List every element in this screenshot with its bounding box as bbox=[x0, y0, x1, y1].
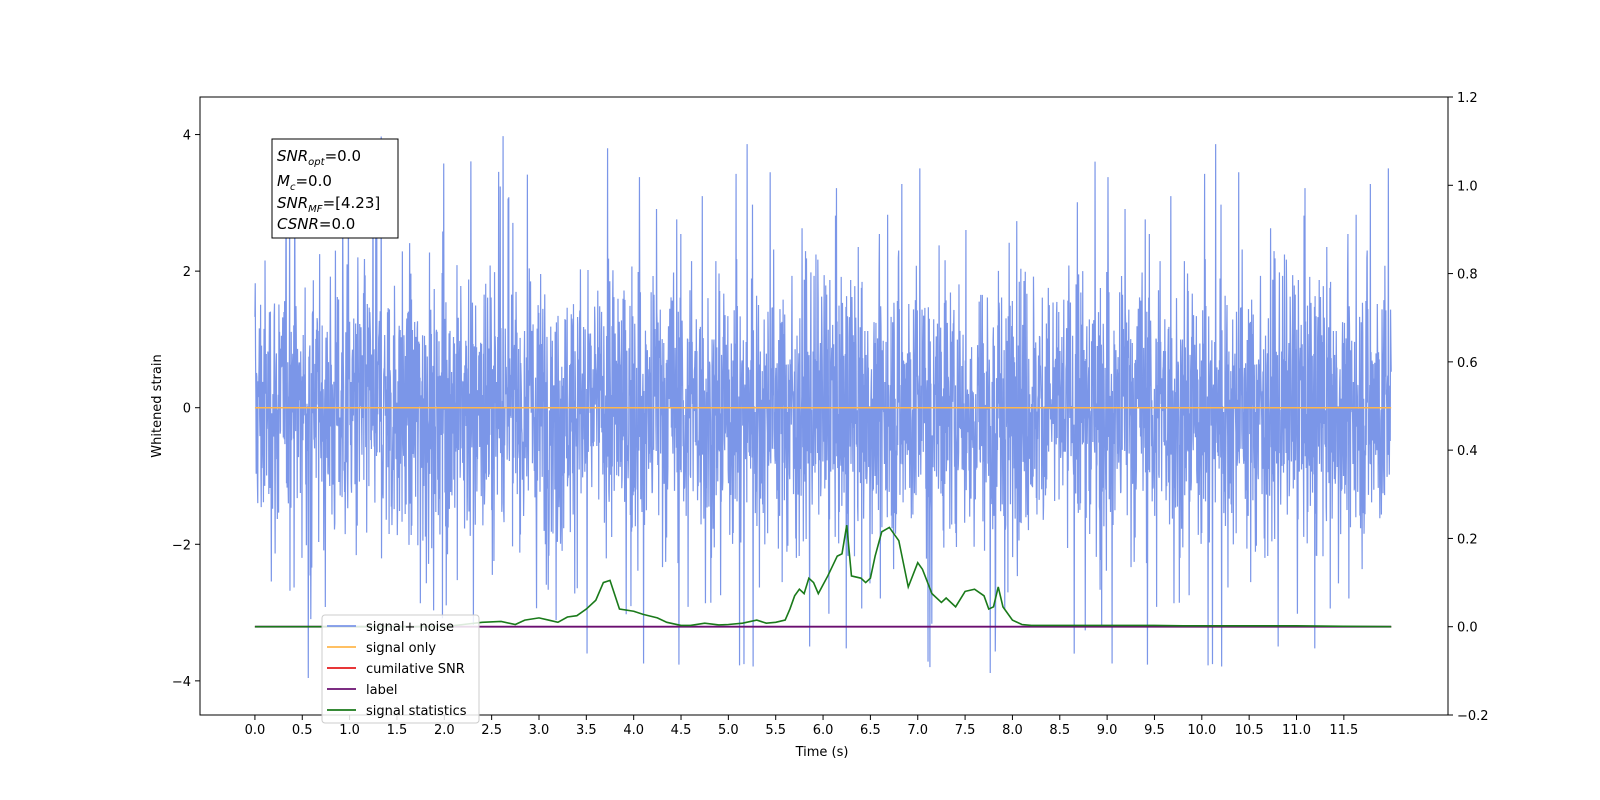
legend-frame bbox=[321, 614, 480, 724]
annotation-line: SNRMF=[4.23] bbox=[277, 194, 380, 215]
x-tick-label: 10.5 bbox=[1235, 723, 1264, 738]
annotation-value: =0.0 bbox=[295, 172, 331, 190]
x-tick-label: 7.0 bbox=[907, 723, 928, 738]
annotation-frame bbox=[271, 138, 399, 239]
plot-area bbox=[254, 136, 1392, 678]
x-tick-label: 11.0 bbox=[1282, 723, 1311, 738]
annotation-line: SNRopt=0.0 bbox=[277, 147, 361, 168]
annotation-value: =0.0 bbox=[319, 215, 355, 233]
y-axis-right: 1.2 1.0 0.8 0.6 0.4 0.2 0.0 −0.2 bbox=[1448, 91, 1489, 724]
x-tick-label: 2.5 bbox=[481, 723, 502, 738]
series-signal-statistics bbox=[254, 525, 1392, 628]
x-tick-label: 4.5 bbox=[671, 723, 692, 738]
annotation-value: =0.0 bbox=[325, 147, 361, 165]
y-tick-label: 0 bbox=[183, 402, 191, 417]
annotation-subscript: opt bbox=[308, 157, 325, 168]
x-tick-label: 3.5 bbox=[576, 723, 597, 738]
y-tick-label: 2 bbox=[183, 265, 191, 280]
annotation-symbol: CSNR bbox=[277, 215, 319, 233]
y-tick-label: 4 bbox=[183, 129, 191, 144]
x-tick-label: 8.0 bbox=[1002, 723, 1023, 738]
annotation-line: Mc=0.0 bbox=[277, 172, 332, 193]
y2-tick-label: 0.4 bbox=[1457, 444, 1478, 459]
y2-tick-label: 0.8 bbox=[1457, 268, 1478, 283]
y2-tick-label: 0.2 bbox=[1457, 532, 1478, 547]
legend-entry-label: signal statistics bbox=[366, 704, 467, 719]
plot-frame bbox=[199, 96, 1449, 716]
y2-tick-label: 0.6 bbox=[1457, 356, 1478, 371]
legend: signal+ noise signal only cumilative SNR la… bbox=[321, 614, 480, 724]
x-tick-label: 9.0 bbox=[1097, 723, 1118, 738]
annotation-line: CSNR=0.0 bbox=[277, 215, 355, 233]
x-tick-label: 0.5 bbox=[292, 723, 313, 738]
y-axis-left: 4 2 0 −2 −4 bbox=[172, 129, 200, 690]
y2-tick-label: 1.0 bbox=[1457, 179, 1478, 194]
y2-tick-label: 0.0 bbox=[1457, 621, 1478, 636]
y2-tick-label: 1.2 bbox=[1457, 91, 1478, 106]
annotation-subscript: MF bbox=[308, 204, 323, 215]
legend-entry-label: signal+ noise bbox=[366, 620, 454, 635]
x-tick-label: 7.5 bbox=[955, 723, 976, 738]
y-tick-label: −2 bbox=[172, 538, 191, 553]
annotation-subscript: c bbox=[290, 182, 296, 193]
y-axis-label: Whitened strain bbox=[150, 354, 165, 457]
legend-entry-label: cumilative SNR bbox=[366, 662, 465, 677]
x-tick-label: 6.5 bbox=[860, 723, 881, 738]
x-tick-label: 0.0 bbox=[245, 723, 266, 738]
x-axis-label: Time (s) bbox=[795, 745, 849, 760]
x-tick-label: 4.0 bbox=[623, 723, 644, 738]
x-tick-label: 5.0 bbox=[718, 723, 739, 738]
x-tick-label: 1.0 bbox=[339, 723, 360, 738]
x-tick-label: 6.0 bbox=[813, 723, 834, 738]
x-tick-label: 9.5 bbox=[1144, 723, 1165, 738]
x-tick-label: 2.0 bbox=[434, 723, 455, 738]
annotation-value: =[4.23] bbox=[323, 194, 381, 212]
annotation-symbol: SNR bbox=[277, 147, 308, 165]
x-tick-label: 10.0 bbox=[1187, 723, 1216, 738]
y-tick-label: −4 bbox=[172, 675, 191, 690]
x-axis: 0.0 0.5 1.0 1.5 2.0 2.5 3.0 3.5 4.0 4.5 5.0 5.5 6.0 6… bbox=[245, 715, 1358, 738]
x-tick-label: 1.5 bbox=[387, 723, 408, 738]
legend-entry-label: signal only bbox=[366, 641, 436, 656]
x-tick-label: 8.5 bbox=[1049, 723, 1070, 738]
x-tick-label: 5.5 bbox=[765, 723, 786, 738]
x-tick-label: 11.5 bbox=[1329, 723, 1358, 738]
legend-entry-label: label bbox=[366, 683, 397, 698]
y2-tick-label: −0.2 bbox=[1457, 709, 1489, 724]
x-tick-label: 3.0 bbox=[529, 723, 550, 738]
annotation-symbol: M bbox=[277, 172, 290, 190]
annotation-symbol: SNR bbox=[277, 194, 308, 212]
series-layer bbox=[254, 136, 1392, 678]
